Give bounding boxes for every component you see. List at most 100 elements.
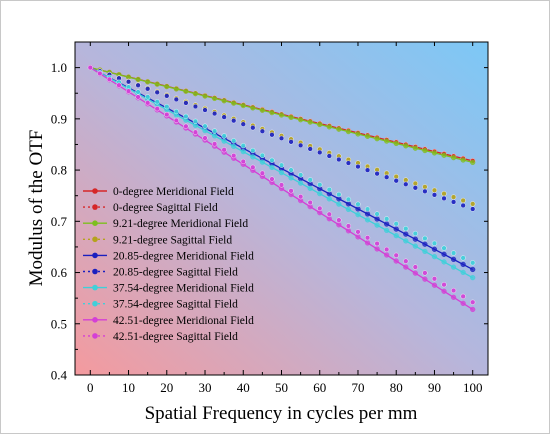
data-point bbox=[259, 152, 265, 159]
data-point bbox=[441, 195, 447, 202]
data-point bbox=[173, 96, 179, 103]
legend-marker bbox=[92, 317, 98, 323]
data-point bbox=[345, 206, 352, 212]
data-point bbox=[336, 222, 342, 228]
data-point bbox=[211, 110, 218, 117]
data-point bbox=[450, 199, 457, 205]
data-point bbox=[164, 104, 170, 110]
data-point bbox=[422, 270, 428, 276]
data-point bbox=[460, 255, 466, 261]
data-point bbox=[412, 180, 418, 187]
data-point bbox=[393, 140, 399, 147]
data-point bbox=[345, 228, 352, 234]
data-point bbox=[211, 141, 218, 147]
data-point bbox=[192, 103, 199, 110]
legend-marker bbox=[92, 300, 98, 307]
data-point bbox=[221, 138, 227, 144]
data-point bbox=[317, 191, 323, 197]
data-point bbox=[422, 276, 428, 282]
data-point bbox=[259, 128, 265, 134]
data-point bbox=[374, 211, 380, 217]
data-point bbox=[326, 196, 332, 202]
data-point bbox=[355, 201, 361, 207]
data-point bbox=[326, 216, 332, 222]
legend-label: 0-degree Meridional Field bbox=[113, 186, 234, 198]
data-point bbox=[307, 119, 313, 125]
data-point bbox=[422, 184, 428, 190]
legend-item: 37.54-degree Meridional Field bbox=[83, 283, 254, 295]
data-point bbox=[135, 76, 141, 83]
legend-marker bbox=[92, 220, 98, 226]
data-point bbox=[450, 256, 457, 262]
data-point bbox=[298, 180, 304, 186]
data-point bbox=[307, 185, 313, 191]
data-point bbox=[231, 118, 237, 124]
data-point bbox=[183, 100, 189, 106]
data-point bbox=[250, 105, 256, 111]
data-point bbox=[441, 251, 447, 257]
x-tick-label: 70 bbox=[351, 380, 364, 395]
data-point bbox=[336, 217, 342, 223]
data-point bbox=[450, 155, 457, 161]
data-point bbox=[231, 143, 237, 149]
data-point bbox=[211, 128, 218, 134]
data-point bbox=[384, 221, 390, 227]
data-point bbox=[355, 229, 361, 235]
data-point bbox=[364, 240, 371, 246]
data-point bbox=[364, 211, 371, 217]
data-point bbox=[470, 201, 476, 207]
data-point bbox=[164, 111, 170, 118]
data-point bbox=[221, 133, 227, 139]
data-point bbox=[317, 205, 323, 211]
data-point bbox=[173, 108, 179, 115]
data-point bbox=[278, 135, 285, 141]
data-point bbox=[470, 206, 476, 212]
data-point bbox=[412, 145, 418, 151]
data-point bbox=[345, 160, 352, 166]
legend-item: 0-degree Sagittal Field bbox=[83, 202, 218, 214]
data-point bbox=[470, 275, 476, 281]
data-point bbox=[288, 188, 294, 194]
legend-item: 9.21-degree Meridional Field bbox=[83, 218, 248, 230]
data-point bbox=[97, 70, 103, 77]
data-point bbox=[307, 177, 313, 183]
data-point bbox=[431, 246, 438, 252]
x-tick-label: 90 bbox=[428, 380, 441, 395]
data-point bbox=[403, 264, 409, 270]
data-point bbox=[202, 128, 208, 134]
data-point bbox=[441, 191, 447, 197]
data-point bbox=[317, 149, 323, 156]
data-point bbox=[211, 95, 218, 102]
data-point bbox=[183, 113, 189, 120]
data-point bbox=[288, 139, 294, 145]
data-point bbox=[298, 142, 304, 148]
data-point bbox=[470, 266, 476, 273]
data-point bbox=[393, 178, 399, 184]
data-point bbox=[145, 79, 151, 85]
data-point bbox=[269, 157, 275, 163]
x-tick-label: 30 bbox=[199, 380, 212, 395]
data-point bbox=[412, 236, 418, 242]
y-tick-label: 1.0 bbox=[51, 60, 67, 75]
data-point bbox=[441, 282, 447, 288]
data-point bbox=[460, 157, 466, 163]
data-point bbox=[384, 227, 390, 234]
data-point bbox=[145, 94, 151, 100]
data-point bbox=[412, 264, 418, 270]
x-tick-label: 10 bbox=[122, 380, 135, 395]
data-point bbox=[412, 185, 418, 191]
data-point bbox=[393, 258, 399, 264]
data-point bbox=[364, 235, 371, 241]
series-10 bbox=[87, 65, 476, 305]
data-point bbox=[240, 121, 246, 127]
data-point bbox=[441, 245, 447, 251]
data-point bbox=[355, 206, 361, 212]
data-point bbox=[125, 79, 132, 85]
data-point bbox=[403, 238, 409, 244]
x-tick-label: 40 bbox=[237, 380, 250, 395]
data-point bbox=[192, 91, 199, 97]
data-point bbox=[298, 117, 304, 123]
data-point bbox=[125, 88, 132, 94]
data-point bbox=[441, 288, 447, 294]
